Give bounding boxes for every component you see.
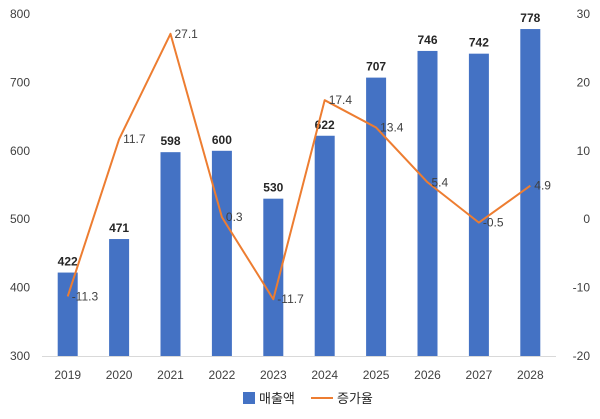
line-data-label: 27.1 [175,27,199,41]
bar-data-label: 598 [160,134,180,148]
x-axis: 2019 2020 2021 2022 2023 2024 2025 2026 2027 2028 [42,356,556,382]
legend: 매출액 증가율 [243,391,373,406]
left-axis-tick: 400 [10,281,30,295]
right-axis-tick: -20 [573,349,591,363]
bar [468,53,489,357]
series-line [66,32,531,301]
bar [417,50,438,356]
legend-label-bar: 매출액 [259,391,295,406]
right-axis: -20 -10 0 10 20 30 [573,7,591,363]
left-axis: 300 400 500 600 700 800 [10,7,30,363]
bar-series [57,29,541,357]
bar-data-label: 746 [417,33,437,47]
x-axis-tick: 2023 [260,368,287,382]
x-axis-tick: 2019 [54,368,81,382]
bar-data-label: 600 [212,133,232,147]
left-axis-tick: 800 [10,7,30,21]
left-axis-tick: 300 [10,349,30,363]
bar-data-label: 707 [366,60,386,74]
bar [263,198,284,356]
bar [160,152,181,356]
line-data-label: 4.9 [534,179,551,193]
bar [520,29,541,356]
line-series [66,32,531,301]
x-axis-tick: 2020 [106,368,133,382]
right-axis-tick: 30 [577,7,591,21]
right-axis-tick: 0 [583,212,590,226]
line-data-label: -0.5 [483,216,504,230]
left-axis-tick: 700 [10,75,30,89]
x-axis-tick: 2026 [414,368,441,382]
left-axis-tick: 500 [10,212,30,226]
x-axis-tick: 2028 [517,368,544,382]
bar [57,272,78,356]
bar [366,77,387,356]
line-data-labels: -11.3 11.7 27.1 0.3 -11.7 17.4 13.4 5.4 -0.5 4.9 [72,27,552,306]
x-axis-tick: 2021 [157,368,184,382]
x-axis-tick: 2027 [466,368,493,382]
bar [211,150,232,356]
line-data-label: -11.7 [277,292,304,306]
bar-data-label: 422 [58,255,78,269]
x-axis-tick: 2024 [311,368,338,382]
line-data-label: -11.3 [72,289,99,303]
x-axis-tick: 2022 [209,368,236,382]
right-axis-tick: 10 [577,144,591,158]
bar [314,135,335,356]
line-data-label: 0.3 [226,210,243,224]
right-axis-tick: 20 [577,75,591,89]
bar-data-label: 742 [469,36,489,50]
legend-label-line: 증가율 [337,391,373,406]
right-axis-tick: -10 [573,281,591,295]
bar-data-label: 530 [263,181,283,195]
bar-data-label: 778 [520,11,540,25]
line-data-label: 11.7 [123,132,146,146]
line-data-label: 13.4 [380,121,404,135]
bar-data-label: 471 [109,221,129,235]
left-axis-tick: 600 [10,144,30,158]
x-axis-tick: 2025 [363,368,390,382]
legend-swatch-bar [243,392,255,404]
bar [109,239,130,356]
line-data-label: 5.4 [432,175,449,189]
line-data-label: 17.4 [329,93,353,107]
